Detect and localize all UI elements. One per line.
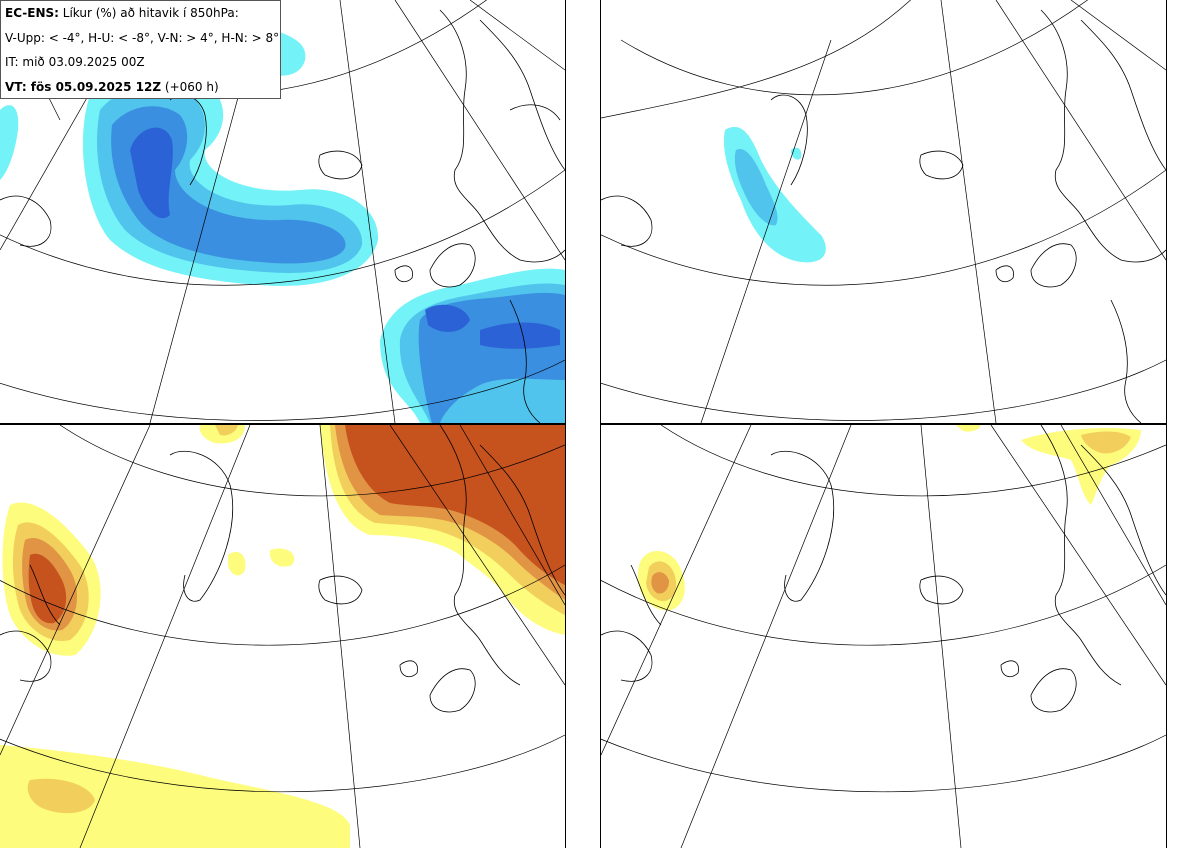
graticule (0, 425, 565, 848)
map-top-right (601, 0, 1166, 423)
probability-shading (637, 425, 1141, 611)
info-init-time-line: IT: mið 03.09.2025 00Z (5, 55, 145, 69)
coastlines (601, 425, 1166, 713)
map-panel-bottom-right: 1009565355 (600, 424, 1167, 848)
info-thresholds-line: V-Upp: < -4°, H-U: < -8°, V-N: > 4°, H-N… (5, 30, 280, 45)
map-panel-top-left: 1009565355 (0, 0, 566, 424)
info-box: EC-ENS: Líkur (%) að hitavik í 850hPa: V… (0, 0, 281, 99)
coastlines (0, 9, 565, 423)
map-panel-bottom-left: 1009565355 (0, 424, 566, 848)
probability-shading (0, 20, 565, 423)
probability-shading (723, 126, 826, 263)
graticule (601, 0, 1166, 423)
info-valid-time-line: VT: fös 05.09.2025 12Z (+060 h) (5, 79, 219, 94)
map-bottom-left (0, 425, 565, 848)
coastlines (0, 425, 565, 713)
probability-shading (0, 425, 565, 848)
map-bottom-right (601, 425, 1166, 848)
map-panel-top-right: 1009565355 (600, 0, 1167, 424)
info-title-line: EC-ENS: Líkur (%) að hitavik í 850hPa: (5, 6, 239, 20)
graticule (601, 425, 1166, 848)
coastlines (601, 9, 1166, 423)
